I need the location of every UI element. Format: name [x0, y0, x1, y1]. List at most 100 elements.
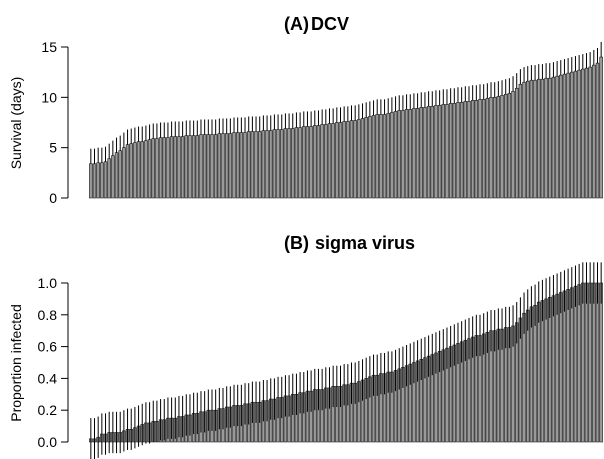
panel-a-bar: [577, 69, 581, 199]
panel-a-bar: [294, 127, 299, 199]
panel-a-bar: [592, 64, 596, 199]
panel-b-bar: [584, 282, 589, 443]
panel-a-bar: [430, 106, 435, 199]
panel-a-bar: [485, 98, 490, 199]
panel-a-bar: [500, 95, 504, 199]
panel-b-bar: [599, 282, 603, 443]
panel-a-bar: [217, 133, 222, 199]
panel-b-bar: [562, 290, 567, 443]
panel-a-bar: [342, 121, 346, 199]
panel-a-bar: [125, 144, 130, 199]
panel-a-bar: [243, 132, 247, 199]
panel-a-bar: [265, 130, 269, 199]
panel-b-bar: [555, 293, 559, 443]
panel-a-bar: [467, 101, 471, 199]
panel-a-bar: [316, 125, 321, 199]
panel-a-bar: [327, 123, 332, 199]
panel-a-bar: [529, 79, 534, 199]
panel-a-bar: [89, 163, 93, 199]
panel-a-bar: [511, 90, 515, 199]
panel-a-bar: [331, 123, 335, 199]
panel-a-bar: [459, 102, 464, 199]
panel-a-bar: [191, 135, 196, 199]
panel-a-label: (A): [284, 14, 309, 34]
panel-a-bar: [309, 126, 313, 199]
panel-a-bar: [492, 97, 497, 199]
panel-b-y-tick-label: 0.6: [38, 339, 58, 355]
panel-a-bar: [173, 136, 178, 199]
panel-a-bar: [489, 97, 493, 199]
panel-a-bar: [390, 112, 394, 199]
panel-a-bar: [445, 104, 449, 199]
panel-a-bar: [335, 122, 339, 199]
panel-a-bar: [221, 133, 225, 199]
panel-a-bar: [202, 134, 207, 199]
panel-a-bar: [250, 131, 255, 199]
panel-b-bar: [548, 297, 552, 443]
panel-a-bar: [364, 117, 368, 199]
panel-b-bar: [570, 287, 574, 443]
panel-a-bar: [496, 96, 501, 199]
panel-a-bar: [188, 135, 192, 199]
panel-b-bar: [592, 282, 596, 443]
panel-a-bar: [103, 161, 108, 199]
panel-a-bar: [107, 158, 111, 199]
panel-a-bar: [287, 128, 291, 199]
panel-b-bar: [588, 282, 592, 443]
panel-a-bar: [368, 116, 372, 199]
panel-a-bar: [448, 103, 453, 199]
panel-a-bar: [140, 141, 144, 199]
panel-a-bar: [100, 162, 104, 199]
panel-a-bar: [588, 66, 592, 199]
panel-a-bar: [177, 136, 181, 199]
panel-b-bar: [540, 300, 545, 443]
panel-b-bar: [595, 282, 600, 443]
panel-a-bar: [235, 132, 240, 199]
panel-a-y-tick-label: 10: [41, 89, 57, 105]
panel-a-bar: [437, 105, 442, 199]
panel-a-bar: [291, 128, 295, 199]
panel-a-y-tick-label: 15: [41, 39, 57, 55]
panel-a-bar: [595, 62, 600, 199]
panel-a-bar: [232, 132, 236, 199]
panel-a-bar: [118, 150, 122, 199]
panel-a-bar: [114, 152, 119, 199]
panel-a-bar: [257, 131, 262, 199]
panel-a-bar: [239, 132, 244, 199]
panel-a-bar: [199, 134, 203, 199]
panel-a-bar: [562, 73, 567, 199]
panel-a-bar: [96, 162, 100, 199]
panel-a-bar: [404, 109, 409, 199]
panel-a-bar: [111, 155, 115, 199]
panel-a-bar: [386, 113, 390, 199]
panel-b-y-axis: 0.0 0.2 0.4 0.6 0.8 1.0: [38, 275, 69, 450]
panel-a-bar: [415, 108, 420, 199]
panel-a-bar: [599, 56, 603, 199]
panel-b-y-tick-label: 1.0: [38, 275, 58, 291]
panel-a-bar: [302, 126, 306, 199]
panel-a-bar: [169, 136, 174, 199]
panel-a-bar: [375, 114, 379, 199]
panel-a-bar: [474, 100, 479, 199]
panel-a-bar: [305, 126, 310, 199]
panel-b-y-tick-label: 0.8: [38, 307, 58, 323]
panel-a-bar: [426, 106, 431, 199]
panel-a-bar: [133, 142, 137, 199]
panel-a-bar: [147, 139, 152, 199]
panel-a-bar: [555, 75, 559, 199]
panel-a-bar: [537, 78, 541, 199]
panel-a-bar: [573, 70, 578, 199]
panel-a-bar: [360, 118, 365, 199]
panel-b-bars: [89, 262, 603, 459]
panel-b-bar: [566, 289, 570, 443]
panel-a-bar: [320, 124, 324, 199]
panel-a-bar: [246, 131, 251, 199]
panel-b-label: (B): [284, 233, 309, 253]
panel-b-title: sigma virus: [315, 233, 415, 253]
panel-a-bar: [158, 137, 163, 199]
panel-a-bar: [408, 109, 412, 199]
panel-a-bar: [514, 87, 519, 199]
panel-a-bar: [283, 128, 288, 199]
panel-a-bar: [481, 99, 486, 199]
panel-a-bar: [313, 125, 317, 199]
